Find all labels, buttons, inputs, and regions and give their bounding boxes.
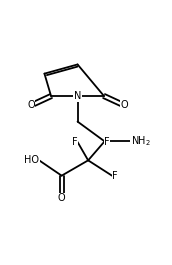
Text: F: F (112, 171, 118, 181)
Text: F: F (104, 137, 110, 147)
Text: NH$_2$: NH$_2$ (131, 134, 150, 148)
Text: O: O (27, 100, 35, 110)
Text: F: F (72, 137, 78, 147)
Text: O: O (120, 100, 128, 110)
Text: HO: HO (24, 155, 39, 165)
Text: O: O (58, 193, 66, 203)
Text: N: N (74, 91, 81, 101)
